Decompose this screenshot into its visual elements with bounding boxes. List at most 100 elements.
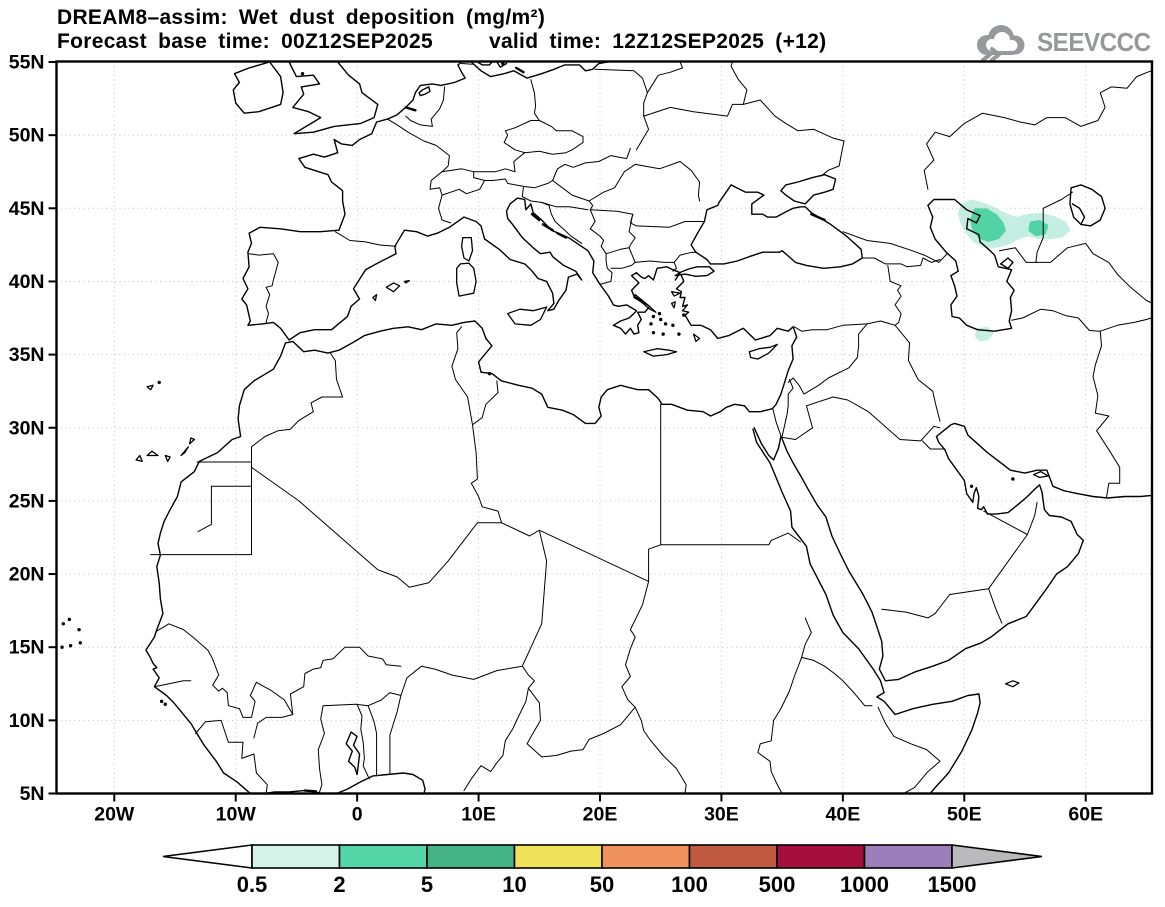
country-border <box>367 705 378 777</box>
country-border <box>742 99 845 177</box>
coastline <box>780 422 1152 682</box>
country-border <box>389 695 402 774</box>
country-border <box>588 163 636 202</box>
cloud-icon <box>976 25 1025 62</box>
country-border <box>1099 317 1152 332</box>
coastline <box>1071 203 1086 226</box>
colorbar-label: 10 <box>502 872 526 897</box>
country-border <box>197 485 252 533</box>
country-border <box>877 706 941 794</box>
country-border <box>621 580 687 794</box>
small-island-dot <box>67 617 72 622</box>
small-island-dot <box>671 323 675 328</box>
coast-detail-mark <box>303 789 318 793</box>
country-border <box>289 646 402 715</box>
coastline <box>288 61 379 135</box>
country-border <box>212 674 257 718</box>
country-border <box>1026 501 1038 535</box>
coast-detail-mark <box>556 232 568 239</box>
country-border <box>1035 242 1152 304</box>
colorbar-segment <box>338 844 428 869</box>
map-frame <box>55 60 1154 795</box>
small-island-dot <box>60 645 64 649</box>
seevccc-logo: SEEVCCC <box>967 20 1159 64</box>
dust-patch <box>1028 220 1049 237</box>
small-island-dot <box>487 371 492 376</box>
country-border <box>334 231 397 247</box>
colorbar-label: 1000 <box>840 872 889 897</box>
small-island-dot <box>651 314 656 319</box>
country-border <box>628 213 636 249</box>
colorbar-segment <box>863 844 953 869</box>
small-island-dot <box>649 322 653 326</box>
country-border <box>787 323 868 395</box>
country-border <box>781 379 794 437</box>
country-border <box>552 180 594 211</box>
country-border <box>730 61 748 105</box>
lat-tick-label: 10N <box>9 710 45 732</box>
small-island-dot <box>651 330 656 335</box>
small-island-dot <box>682 313 686 317</box>
island-outline <box>1004 680 1020 688</box>
coastline <box>674 266 715 277</box>
lon-tick-label: 60E <box>1068 804 1103 826</box>
country-border <box>757 656 803 794</box>
coastline <box>690 184 863 269</box>
coast-detail-mark <box>404 106 417 112</box>
country-border <box>660 532 801 546</box>
island-outline <box>385 282 401 293</box>
colorbar-label: 100 <box>671 872 708 897</box>
coast-detail-mark <box>530 213 541 222</box>
country-border <box>441 152 526 173</box>
country-border <box>253 681 294 739</box>
small-island-dot <box>1011 477 1015 481</box>
country-border <box>470 424 503 524</box>
country-border <box>672 261 677 272</box>
country-border <box>251 466 503 588</box>
coastline <box>335 772 426 794</box>
colorbar-segment <box>426 844 516 869</box>
coastline <box>418 86 431 97</box>
coastline <box>470 61 608 79</box>
small-island-dot <box>657 311 662 316</box>
country-border <box>1011 308 1121 499</box>
country-border <box>999 191 1073 263</box>
country-border <box>355 692 391 707</box>
lat-tick-label: 35N <box>9 344 45 366</box>
lon-tick-label: 10E <box>461 804 496 826</box>
country-border <box>801 656 873 707</box>
coastline <box>752 428 981 794</box>
island-outline <box>633 293 657 313</box>
small-island-dot <box>163 702 167 706</box>
country-border <box>405 86 446 127</box>
logo-text: SEEVCCC <box>1036 26 1151 57</box>
country-border <box>610 261 636 269</box>
country-border <box>988 588 1003 624</box>
colorbar-label: 50 <box>590 872 614 897</box>
lat-tick-label: 45N <box>9 198 45 220</box>
island-outline <box>146 450 159 457</box>
country-border <box>861 257 941 268</box>
country-border <box>634 161 701 202</box>
coast-detail-mark <box>515 66 525 74</box>
island-outline <box>135 454 143 463</box>
country-border <box>772 409 782 437</box>
coastline <box>1069 184 1106 227</box>
country-border <box>322 703 357 707</box>
lat-tick-label: 55N <box>9 52 45 74</box>
country-border <box>923 70 1152 190</box>
lat-tick-label: 40N <box>9 271 45 293</box>
country-border <box>881 588 990 619</box>
country-border <box>503 120 584 155</box>
island-outline <box>164 454 171 463</box>
small-island-dot <box>68 644 73 648</box>
colorbar-label: 500 <box>759 872 796 897</box>
island-outline <box>1032 470 1049 479</box>
country-border <box>501 522 650 582</box>
island-outline <box>748 343 778 360</box>
coastline <box>753 427 782 461</box>
island-outline <box>507 306 548 326</box>
colorbar-left-arrow <box>162 844 253 869</box>
